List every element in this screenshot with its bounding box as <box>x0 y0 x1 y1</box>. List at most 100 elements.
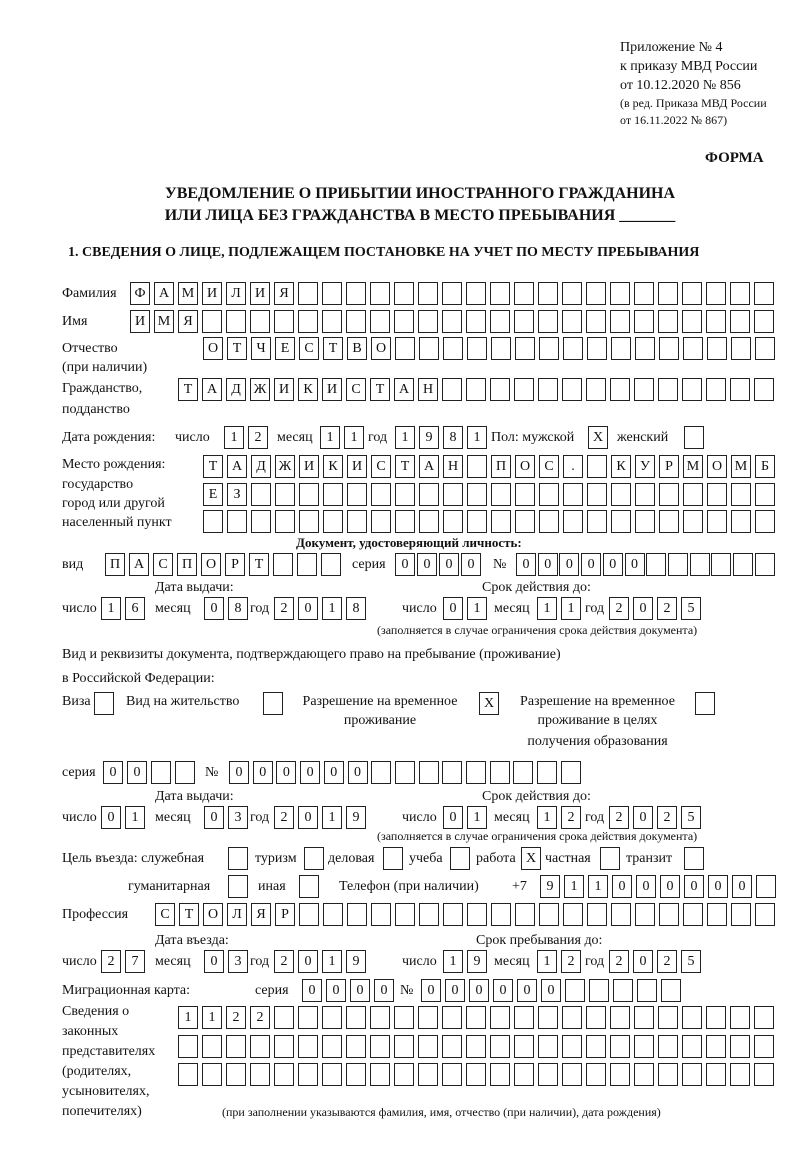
char-box[interactable] <box>755 337 775 360</box>
char-box[interactable] <box>730 378 750 401</box>
char-box[interactable] <box>395 337 415 360</box>
char-box[interactable]: О <box>707 455 727 478</box>
char-box[interactable]: К <box>298 378 318 401</box>
char-box[interactable] <box>538 282 558 305</box>
char-box[interactable]: Т <box>179 903 199 926</box>
char-box[interactable]: 2 <box>274 950 294 973</box>
char-box[interactable] <box>706 1063 726 1086</box>
char-box[interactable] <box>250 310 270 333</box>
char-box[interactable]: Б <box>755 455 775 478</box>
char-box[interactable]: 2 <box>657 806 677 829</box>
char-box[interactable] <box>711 553 732 576</box>
char-box[interactable]: 1 <box>322 806 342 829</box>
char-box[interactable]: 0 <box>445 979 465 1002</box>
char-box[interactable] <box>370 310 390 333</box>
char-box[interactable]: 2 <box>250 1006 270 1029</box>
char-box[interactable] <box>442 1006 462 1029</box>
char-box[interactable]: 2 <box>657 950 677 973</box>
char-box[interactable] <box>514 1035 534 1058</box>
char-box[interactable]: А <box>154 282 174 305</box>
char-box[interactable] <box>537 761 558 784</box>
char-box[interactable] <box>322 1006 342 1029</box>
char-box[interactable] <box>442 310 462 333</box>
char-box[interactable] <box>514 1006 534 1029</box>
char-box[interactable] <box>731 510 751 533</box>
char-box[interactable] <box>563 510 583 533</box>
char-box[interactable] <box>322 282 342 305</box>
char-box[interactable]: 0 <box>298 950 318 973</box>
char-box[interactable]: 0 <box>323 761 344 784</box>
char-box[interactable]: 1 <box>224 426 244 449</box>
char-box[interactable] <box>635 903 655 926</box>
char-box[interactable] <box>731 483 751 506</box>
char-box[interactable] <box>755 903 775 926</box>
char-box[interactable] <box>514 1063 534 1086</box>
char-box[interactable] <box>467 483 487 506</box>
char-box[interactable] <box>635 510 655 533</box>
char-box[interactable] <box>490 378 510 401</box>
char-box[interactable] <box>442 1063 462 1086</box>
char-box[interactable] <box>418 1063 438 1086</box>
char-box[interactable]: 0 <box>302 979 322 1002</box>
char-box[interactable]: Я <box>178 310 198 333</box>
char-box[interactable] <box>394 1035 414 1058</box>
char-box[interactable] <box>586 310 606 333</box>
char-box[interactable]: Р <box>659 455 679 478</box>
char-box[interactable]: К <box>611 455 631 478</box>
char-box[interactable] <box>466 1035 486 1058</box>
char-box[interactable] <box>539 337 559 360</box>
char-box[interactable] <box>733 553 753 576</box>
char-box[interactable]: Л <box>226 282 246 305</box>
char-box[interactable] <box>634 282 654 305</box>
char-box[interactable] <box>323 510 343 533</box>
char-box[interactable] <box>683 903 703 926</box>
char-box[interactable] <box>707 483 727 506</box>
char-box[interactable] <box>538 310 558 333</box>
char-box[interactable] <box>565 979 585 1002</box>
char-box[interactable]: 0 <box>204 806 224 829</box>
char-box[interactable]: Ч <box>251 337 271 360</box>
char-box[interactable] <box>419 510 439 533</box>
checkbox[interactable]: X <box>479 692 499 715</box>
char-box[interactable] <box>297 553 317 576</box>
char-box[interactable] <box>299 483 319 506</box>
char-box[interactable] <box>322 1035 342 1058</box>
char-box[interactable] <box>490 282 510 305</box>
char-box[interactable]: У <box>635 455 655 478</box>
char-box[interactable]: А <box>394 378 414 401</box>
char-box[interactable] <box>178 1035 198 1058</box>
char-box[interactable]: 2 <box>609 597 629 620</box>
char-box[interactable] <box>442 761 463 784</box>
char-box[interactable] <box>706 378 726 401</box>
char-box[interactable] <box>635 483 655 506</box>
char-box[interactable]: 1 <box>561 597 581 620</box>
char-box[interactable] <box>730 1063 750 1086</box>
char-box[interactable] <box>250 1035 270 1058</box>
char-box[interactable] <box>538 1063 558 1086</box>
char-box[interactable] <box>587 510 607 533</box>
checkbox[interactable] <box>695 692 715 715</box>
char-box[interactable]: О <box>515 455 535 478</box>
char-box[interactable]: 0 <box>326 979 346 1002</box>
char-box[interactable] <box>667 553 688 576</box>
char-box[interactable]: 5 <box>681 950 701 973</box>
char-box[interactable]: 0 <box>417 553 437 576</box>
char-box[interactable] <box>613 979 633 1002</box>
checkbox[interactable] <box>684 426 704 449</box>
char-box[interactable]: П <box>491 455 511 478</box>
char-box[interactable] <box>418 761 439 784</box>
char-box[interactable]: Я <box>274 282 294 305</box>
char-box[interactable]: 2 <box>274 806 294 829</box>
char-box[interactable] <box>298 1063 318 1086</box>
char-box[interactable] <box>646 553 667 576</box>
char-box[interactable] <box>754 310 774 333</box>
char-box[interactable] <box>275 483 295 506</box>
char-box[interactable]: 0 <box>252 761 273 784</box>
char-box[interactable] <box>658 1006 678 1029</box>
char-box[interactable]: 0 <box>350 979 370 1002</box>
char-box[interactable]: 1 <box>537 597 557 620</box>
char-box[interactable] <box>298 1035 318 1058</box>
char-box[interactable] <box>202 1035 222 1058</box>
char-box[interactable] <box>658 378 678 401</box>
char-box[interactable] <box>466 310 486 333</box>
